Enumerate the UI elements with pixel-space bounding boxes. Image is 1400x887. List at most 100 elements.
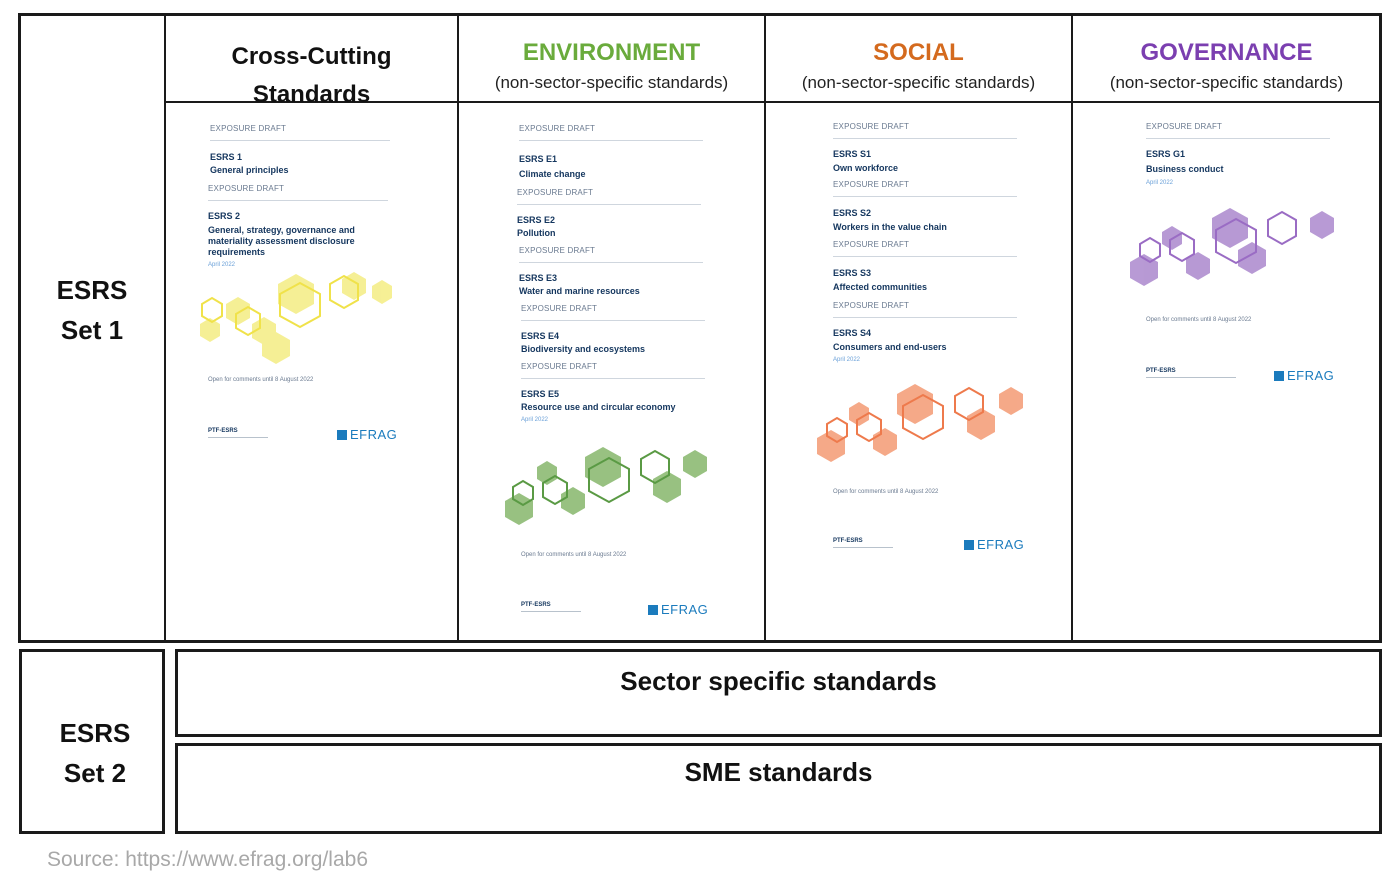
ptf-esrs-label: PTF-ESRS: [521, 602, 551, 608]
sme-box: [175, 743, 1382, 834]
standard-code: ESRS E1: [519, 154, 558, 164]
sme-label: SME standards: [684, 757, 873, 787]
standard-code: ESRS 2: [208, 211, 241, 221]
exposure-draft-label: EXPOSURE DRAFT: [210, 124, 287, 133]
environment-subtitle: (non-sector-specific standards): [494, 73, 729, 92]
column-header-cross-cutting: Cross-Cutting Standards: [166, 14, 457, 108]
exposure-draft-label: EXPOSURE DRAFT: [833, 301, 910, 310]
standard-code: ESRS S3: [833, 268, 872, 278]
standard-name: requirements: [208, 247, 266, 257]
hexagon-pattern-icon: [817, 384, 1023, 462]
column-header-social: SOCIAL (non-sector-specific standards): [766, 14, 1071, 102]
standard-name: Biodiversity and ecosystems: [521, 344, 646, 354]
exposure-draft-label: EXPOSURE DRAFT: [833, 122, 910, 131]
standard-name: Pollution: [517, 228, 556, 238]
efrag-square-icon: [337, 429, 347, 440]
cross-cutting-title-line1: Cross-Cutting: [231, 43, 392, 70]
set2-label-line2: Set 2: [63, 758, 127, 788]
sector-specific-label: Sector specific standards: [620, 666, 937, 696]
efrag-wordmark: EFRAG: [1287, 368, 1335, 383]
set1-table: [18, 13, 1382, 643]
governance-title: GOVERNANCE: [1140, 39, 1313, 66]
standard-name: Resource use and circular economy: [521, 402, 676, 412]
exposure-draft-label: EXPOSURE DRAFT: [833, 240, 910, 249]
standard-name: General, strategy, governance and: [208, 225, 355, 235]
cover-date: April 2022: [208, 262, 236, 268]
standard-name: materiality assessment disclosure: [208, 236, 355, 246]
exposure-draft-label: EXPOSURE DRAFT: [517, 188, 594, 197]
exposure-draft-label: EXPOSURE DRAFT: [521, 304, 598, 313]
standard-name: Climate change: [519, 169, 586, 179]
standard-code: ESRS 1: [210, 152, 243, 162]
efrag-logo: EFRAG: [964, 537, 1024, 552]
exposure-draft-label: EXPOSURE DRAFT: [521, 362, 598, 371]
cover-date: April 2022: [1146, 180, 1174, 186]
cover-governance: EXPOSURE DRAFT ESRS G1 Business conduct …: [1130, 112, 1342, 394]
cover-environment: EXPOSURE DRAFT ESRS E1 Climate change EX…: [505, 114, 715, 624]
standard-code: ESRS E2: [517, 215, 556, 225]
exposure-draft-label: EXPOSURE DRAFT: [519, 246, 596, 255]
exposure-draft-label: EXPOSURE DRAFT: [833, 180, 910, 189]
set2-label-box: [19, 649, 165, 834]
standard-code: ESRS G1: [1146, 149, 1186, 159]
efrag-wordmark: EFRAG: [350, 427, 398, 442]
efrag-logo: EFRAG: [1274, 368, 1334, 383]
cover-social: EXPOSURE DRAFT ESRS S1 Own workforce EXP…: [817, 112, 1029, 562]
open-for-comments: Open for comments until 8 August 2022: [833, 489, 939, 495]
set2-label: ESRS Set 2: [22, 713, 168, 793]
open-for-comments: Open for comments until 8 August 2022: [208, 377, 314, 383]
set1-label-line1: ESRS: [56, 275, 128, 305]
governance-subtitle: (non-sector-specific standards): [1109, 73, 1344, 92]
efrag-logo: EFRAG: [648, 602, 708, 617]
standard-name: General principles: [210, 165, 289, 175]
standard-code: ESRS E5: [521, 389, 560, 399]
set1-label: ESRS Set 1: [20, 270, 164, 350]
open-for-comments: Open for comments until 8 August 2022: [1146, 317, 1252, 323]
cover-date: April 2022: [521, 417, 549, 423]
column-header-governance: GOVERNANCE (non-sector-specific standard…: [1073, 14, 1380, 102]
set2-label-line1: ESRS: [59, 718, 131, 748]
exposure-draft-label: EXPOSURE DRAFT: [208, 184, 285, 193]
efrag-wordmark: EFRAG: [661, 602, 709, 617]
exposure-draft-label: EXPOSURE DRAFT: [1146, 122, 1223, 131]
ptf-esrs-label: PTF-ESRS: [208, 428, 238, 434]
standard-code: ESRS S4: [833, 328, 872, 338]
divider: [764, 14, 766, 642]
set1-label-line2: Set 1: [60, 315, 124, 345]
hexagon-pattern-icon: [200, 272, 392, 364]
header-divider: [165, 101, 1381, 103]
hexagon-pattern-icon: [505, 447, 707, 525]
standard-name: Business conduct: [1146, 164, 1224, 174]
efrag-square-icon: [1274, 370, 1284, 381]
standard-code: ESRS E3: [519, 273, 558, 283]
efrag-square-icon: [964, 539, 974, 550]
divider: [457, 14, 459, 642]
sector-specific-box: [175, 649, 1382, 737]
column-header-environment: ENVIRONMENT (non-sector-specific standar…: [459, 14, 764, 102]
standard-name: Consumers and end-users: [833, 342, 947, 352]
divider: [164, 14, 166, 642]
standard-name: Own workforce: [833, 163, 899, 173]
source-caption: Source: https://www.efrag.org/lab6: [47, 848, 368, 871]
cover-cross-cutting: EXPOSURE DRAFT ESRS 1 General principles…: [196, 114, 402, 454]
standard-name: Affected communities: [833, 282, 928, 292]
ptf-esrs-label: PTF-ESRS: [833, 538, 863, 544]
open-for-comments: Open for comments until 8 August 2022: [521, 552, 627, 558]
standard-name: Workers in the value chain: [833, 222, 947, 232]
environment-title: ENVIRONMENT: [522, 39, 701, 66]
social-subtitle: (non-sector-specific standards): [801, 73, 1036, 92]
divider: [1071, 14, 1073, 642]
standard-code: ESRS S1: [833, 149, 872, 159]
cross-cutting-title-line2: Standards: [252, 81, 371, 108]
efrag-logo: EFRAG: [337, 427, 397, 442]
hexagon-pattern-icon: [1130, 208, 1334, 286]
exposure-draft-label: EXPOSURE DRAFT: [519, 124, 596, 133]
standard-name: Water and marine resources: [519, 286, 640, 296]
standard-code: ESRS S2: [833, 208, 872, 218]
efrag-square-icon: [648, 604, 658, 615]
social-title: SOCIAL: [873, 39, 964, 66]
efrag-wordmark: EFRAG: [977, 537, 1025, 552]
ptf-esrs-label: PTF-ESRS: [1146, 368, 1176, 374]
standard-code: ESRS E4: [521, 331, 560, 341]
cover-date: April 2022: [833, 357, 861, 363]
